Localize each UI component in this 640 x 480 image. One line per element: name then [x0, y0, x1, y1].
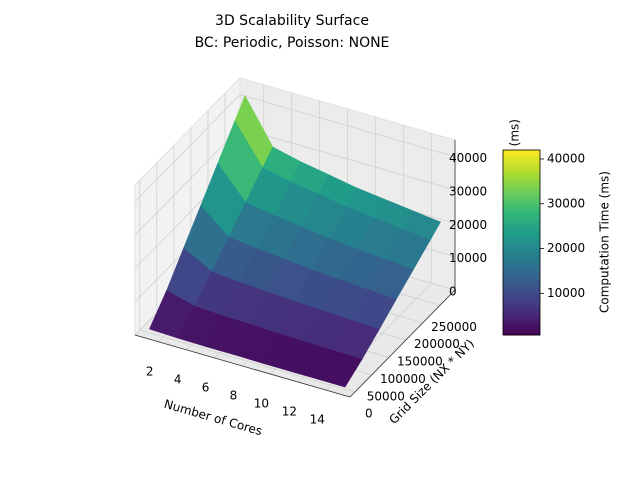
- x-tick-label: 4: [174, 372, 182, 386]
- z-tick-label: 40000: [449, 151, 487, 165]
- colorbar-tick-label: 30000: [547, 196, 585, 210]
- colorbar-tick-label: 10000: [547, 286, 585, 300]
- colorbar-segment: [503, 224, 540, 228]
- colorbar-segment: [503, 294, 540, 299]
- colorbar-segment: [503, 276, 540, 280]
- colorbar-segment: [503, 288, 540, 293]
- colorbar-segment: [503, 254, 540, 259]
- y-tick-label: 200000: [414, 337, 460, 351]
- y-tick-label: 150000: [397, 355, 443, 369]
- colorbar-segment: [503, 183, 540, 188]
- colorbar-segment: [503, 310, 540, 314]
- colorbar-segment: [503, 285, 540, 290]
- colorbar-segment: [503, 264, 540, 268]
- z-tick-label: 0: [449, 285, 457, 299]
- x-tick-label: 6: [202, 380, 210, 394]
- x-axis-line: [134, 334, 351, 398]
- colorbar-segment: [503, 187, 540, 191]
- colorbar-segment: [503, 168, 540, 173]
- z-tick-label: 10000: [449, 251, 487, 265]
- colorbar-tick-label: 40000: [547, 151, 585, 165]
- colorbar-segment: [503, 153, 540, 157]
- x-tick-label: 8: [230, 389, 238, 403]
- colorbar-segment: [503, 251, 540, 256]
- y-axis-line: [349, 289, 456, 398]
- x-tick-label: 10: [254, 397, 269, 411]
- surface: [149, 94, 441, 388]
- colorbar-segment: [503, 193, 540, 197]
- z-tick-label: 30000: [449, 185, 487, 199]
- z-tick-label: 20000: [449, 218, 487, 232]
- y-tick-label: 250000: [431, 320, 477, 334]
- colorbar-segment: [503, 331, 540, 336]
- colorbar-segment: [503, 239, 540, 243]
- colorbar-segment: [503, 282, 540, 287]
- colorbar-frame: [502, 149, 541, 336]
- colorbar-segment: [503, 316, 540, 321]
- colorbar-segment: [503, 325, 540, 330]
- colorbar-segment: [503, 230, 540, 234]
- colorbar-segment: [503, 307, 540, 311]
- colorbar-segment: [503, 322, 540, 327]
- colorbar-tick-label: 20000: [547, 241, 585, 255]
- colorbar-segment: [503, 301, 540, 305]
- colorbar-segment: [503, 159, 540, 163]
- colorbar-segment: [503, 220, 540, 225]
- colorbar-segment: [503, 248, 540, 253]
- colorbar-segment: [503, 257, 540, 262]
- y-tick-label: 50000: [367, 389, 405, 403]
- colorbar-segment: [503, 245, 540, 250]
- y-tick-label: 0: [365, 407, 373, 421]
- x-tick-label: 14: [310, 413, 325, 427]
- colorbar-segment: [503, 291, 540, 296]
- colorbar-segment: [503, 211, 540, 216]
- colorbar-segment: [503, 236, 540, 240]
- y-tick-label: 100000: [380, 372, 426, 386]
- colorbar-segment: [503, 177, 540, 182]
- chart-subtitle: BC: Periodic, Poisson: NONE: [195, 35, 390, 51]
- colorbar-segment: [503, 162, 540, 166]
- colorbar-segment: [503, 279, 540, 284]
- colorbar-segment: [503, 156, 540, 160]
- colorbar-segment: [503, 196, 540, 200]
- colorbar-segment: [503, 199, 540, 203]
- x-tick-label: 2: [146, 364, 154, 378]
- colorbar-segment: [503, 304, 540, 308]
- colorbar-segment: [503, 190, 540, 194]
- colorbar-segment: [503, 233, 540, 237]
- colorbar-segment: [503, 208, 540, 213]
- colorbar-segment: [503, 205, 540, 210]
- colorbar-segment: [503, 214, 540, 219]
- colorbar-segment: [503, 202, 540, 206]
- colorbar-segment: [503, 242, 540, 247]
- colorbar-segment: [503, 227, 540, 231]
- colorbar-segment: [503, 217, 540, 222]
- colorbar-segment: [503, 298, 540, 302]
- colorbar-segment: [503, 270, 540, 274]
- colorbar: 10000 20000 30000 40000 Computation Time (ms…: [502, 149, 612, 336]
- grid-line: [134, 94, 456, 202]
- colorbar-label: Computation Time (ms): [598, 171, 612, 313]
- chart-title: 3D Scalability Surface: [215, 13, 369, 29]
- colorbar-segment: [503, 165, 540, 169]
- colorbar-segment: [503, 328, 540, 333]
- surface-patch: [316, 350, 363, 388]
- colorbar-segment: [503, 150, 540, 154]
- colorbar-segment: [503, 180, 540, 185]
- colorbar-segment: [503, 313, 540, 317]
- colorbar-segment: [503, 273, 540, 277]
- colorbar-segment: [503, 174, 540, 179]
- x-tick-label: 12: [282, 405, 297, 419]
- colorbar-segment: [503, 267, 540, 271]
- colorbar-segment: [503, 171, 540, 176]
- colorbar-segment: [503, 319, 540, 324]
- colorbar-segment: [503, 261, 540, 265]
